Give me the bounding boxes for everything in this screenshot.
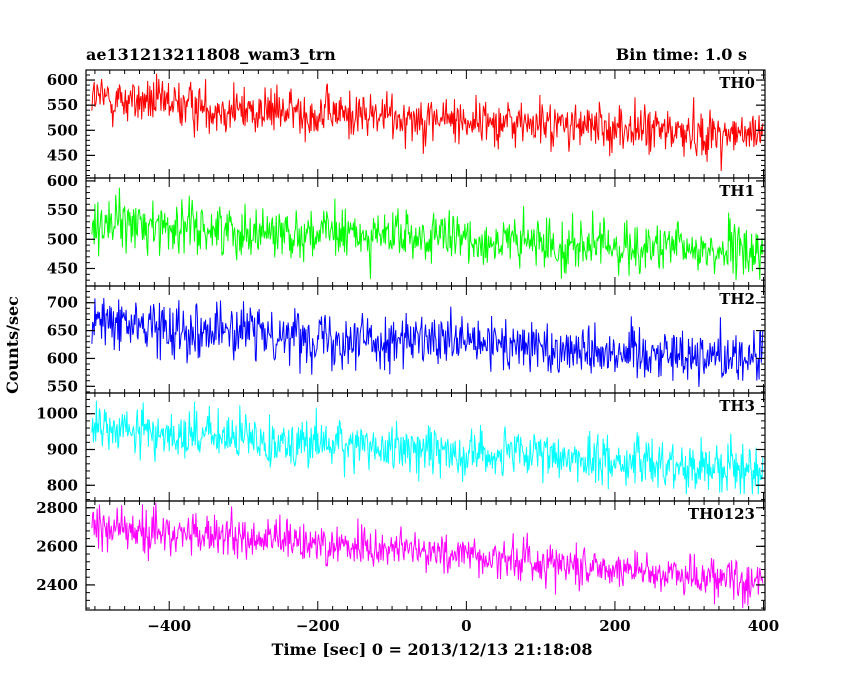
x-axis-label: Time [sec] 0 = 2013/12/13 21:18:08 [272,640,593,659]
y-tick-label: 500 [47,230,78,248]
y-tick-label: 600 [47,172,78,190]
y-tick-label: 2400 [36,576,78,594]
panel-th0: 450 500 550 600 TH0 [47,69,766,179]
series-line-th0123 [91,502,764,609]
y-tick-label: 500 [47,121,78,139]
series-line-th1 [91,187,764,281]
panel-th2: 550 600 650 700 TH2 [47,285,766,395]
y-tick-label: 2800 [36,499,78,517]
chart-title: ae131213211808_wam3_trn [86,45,336,64]
y-tick-label: 600 [47,349,78,367]
series-label-th2: TH2 [719,290,755,308]
y-axis-label: Counts/sec [3,296,22,394]
panel-th3: 800 900 1000 TH3 [36,392,766,502]
bin-time-label: Bin time: 1.0 s [616,45,747,64]
x-tick-label: −200 [296,617,340,635]
series-label-th1: TH1 [719,182,755,200]
x-tick-label: 400 [748,617,779,635]
y-tick-label: 550 [47,201,78,219]
series-label-th3: TH3 [719,397,755,415]
y-tick-label: 550 [47,377,78,395]
y-tick-label: 1000 [36,405,78,423]
x-tick-label: 0 [461,617,471,635]
panel-th1: 450 500 550 600 TH1 [47,172,766,287]
panel-th0123: 2400 2600 2800 TH0123 [36,499,766,611]
series-line-th2 [91,297,764,387]
series-line-th3 [91,400,764,495]
x-tick-label: 200 [599,617,630,635]
series-label-th0: TH0 [719,74,755,92]
y-tick-label: 550 [47,96,78,114]
x-tick-label: −400 [147,617,191,635]
series-line-th0 [91,73,764,172]
y-tick-label: 600 [47,71,78,89]
panel-frame [85,500,766,611]
y-tick-label: 900 [47,441,78,459]
series-label-th0123: TH0123 [688,505,755,523]
y-tick-label: 650 [47,322,78,340]
y-tick-label: 800 [47,476,78,494]
y-tick-label: 2600 [36,537,78,555]
y-tick-label: 700 [47,294,78,312]
y-tick-label: 450 [47,146,78,164]
y-tick-label: 450 [47,259,78,277]
panel-frame [85,177,766,287]
